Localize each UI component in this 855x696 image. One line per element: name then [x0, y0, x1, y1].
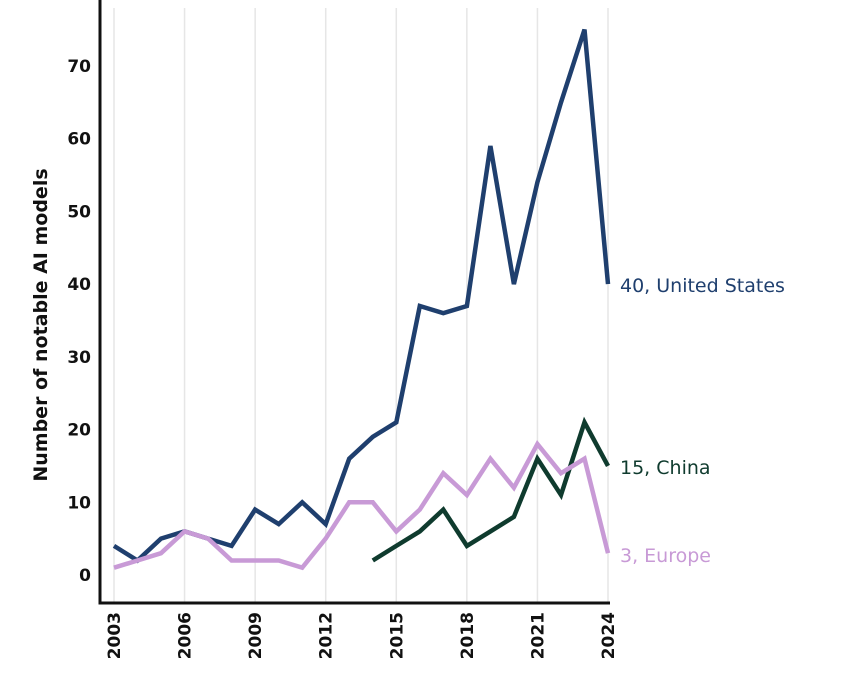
end-label-europe: 3, Europe	[620, 545, 711, 567]
y-tick-label: 40	[67, 275, 91, 295]
y-tick-label: 10	[67, 493, 91, 513]
grid-lines	[113, 8, 609, 603]
end-label-united-states: 40, United States	[620, 275, 785, 297]
x-tick-label: 2012	[317, 612, 337, 659]
axes	[98, 0, 610, 605]
x-tick-label: 2015	[387, 612, 407, 659]
y-tick-label: 70	[67, 57, 91, 77]
end-labels: 40, United States 15, China 3, Europe	[620, 275, 785, 567]
y-tick-label: 30	[67, 348, 91, 368]
x-tick-label: 2006	[176, 612, 196, 659]
series-line-china	[371, 416, 610, 563]
y-axis-ticks: 0 10 20 30 40 50 60 70	[67, 57, 91, 586]
x-tick-label: 2003	[105, 612, 125, 659]
x-axis-ticks: 2003 2006 2009 2012 2015 2018 2021 2024	[105, 612, 619, 659]
x-tick-label: 2009	[246, 612, 266, 659]
y-axis-title: Number of notable AI models	[30, 168, 52, 481]
series-line-united-states	[112, 28, 611, 564]
series-group	[112, 28, 611, 571]
y-tick-label: 60	[67, 130, 91, 150]
end-label-china: 15, China	[620, 457, 711, 479]
x-tick-label: 2024	[599, 612, 619, 659]
x-tick-label: 2021	[528, 612, 548, 659]
y-tick-label: 0	[79, 566, 91, 586]
y-tick-label: 20	[67, 421, 91, 441]
series-line-europe	[113, 440, 611, 571]
y-tick-label: 50	[67, 202, 91, 222]
x-tick-label: 2018	[458, 612, 478, 659]
